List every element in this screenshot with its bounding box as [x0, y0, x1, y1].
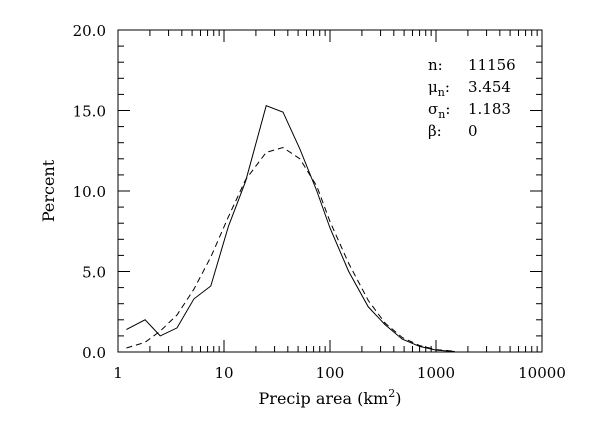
x-tick-label: 10	[214, 364, 233, 382]
axis-ticks	[117, 30, 542, 353]
stat-label: n:	[428, 56, 443, 74]
stat-value: 11156	[468, 56, 516, 74]
stat-label: σn:	[428, 100, 450, 121]
x-tick-label: 1	[113, 364, 123, 382]
x-axis-title-superscript: 2	[388, 387, 395, 400]
x-tick-label: 100	[316, 364, 345, 382]
y-tick-label: 0.0	[82, 344, 106, 362]
stat-value: 0	[468, 122, 478, 140]
x-tick-label: 10000	[518, 364, 566, 382]
y-tick-label: 20.0	[73, 22, 106, 40]
x-axis-title-suffix: )	[395, 389, 401, 408]
series-line-dashed	[126, 146, 455, 352]
stats-box: n: 11156 μn: 3.454 σn: 1.183 β: 0	[428, 56, 516, 140]
y-axis-title: Percent	[39, 159, 58, 222]
stat-label: β:	[428, 122, 442, 140]
stat-value: 1.183	[468, 100, 511, 118]
y-tick-label: 5.0	[82, 264, 106, 282]
stat-label: μn:	[428, 78, 450, 99]
x-tick-label: 1000	[417, 364, 455, 382]
series-line-solid	[126, 105, 455, 352]
y-tick-label: 15.0	[73, 103, 106, 121]
axis-tick-labels: 1 10 100 1000 10000 0.0 5.0 10.0 15.0 20.0	[73, 22, 566, 382]
x-axis-title-main: Precip area (km	[259, 389, 389, 408]
x-axis-title: Precip area (km2)	[259, 387, 402, 408]
y-tick-label: 10.0	[73, 183, 106, 201]
series-layer	[126, 105, 455, 352]
stat-value: 3.454	[468, 78, 511, 96]
